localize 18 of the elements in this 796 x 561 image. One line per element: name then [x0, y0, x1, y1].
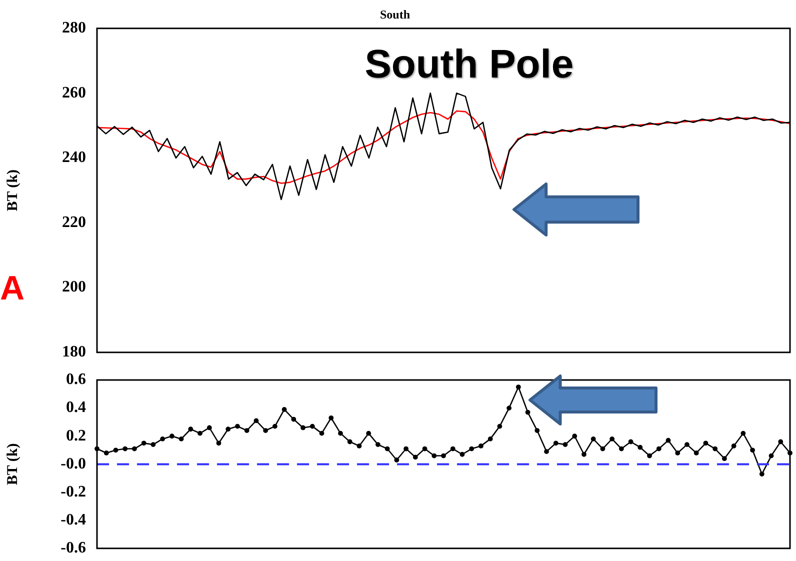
y-tick-label: -0.0 — [60, 455, 86, 472]
y-tick-label: 200 — [62, 278, 86, 296]
text: A — [0, 269, 25, 308]
annotation: South Pole — [364, 42, 574, 86]
y-tick-label: 0.4 — [66, 399, 86, 416]
y-tick-label: -0.6 — [60, 540, 86, 557]
y-tick-label: 0.6 — [66, 371, 86, 388]
y-axis-title: BT (k) — [4, 443, 21, 486]
y-tick-label: 0.2 — [66, 427, 86, 444]
chart-title: South — [380, 7, 410, 22]
y-tick-label: -0.4 — [60, 511, 86, 528]
y-tick-label: 260 — [62, 84, 86, 102]
y-tick-label: 220 — [62, 214, 86, 231]
y-tick-label: 180 — [62, 344, 86, 361]
y-tick-label: 280 — [62, 20, 86, 37]
y-tick-label: -0.2 — [60, 483, 86, 500]
y-axis-title: BT (k) — [4, 169, 21, 212]
y-tick-label: 240 — [62, 149, 86, 166]
